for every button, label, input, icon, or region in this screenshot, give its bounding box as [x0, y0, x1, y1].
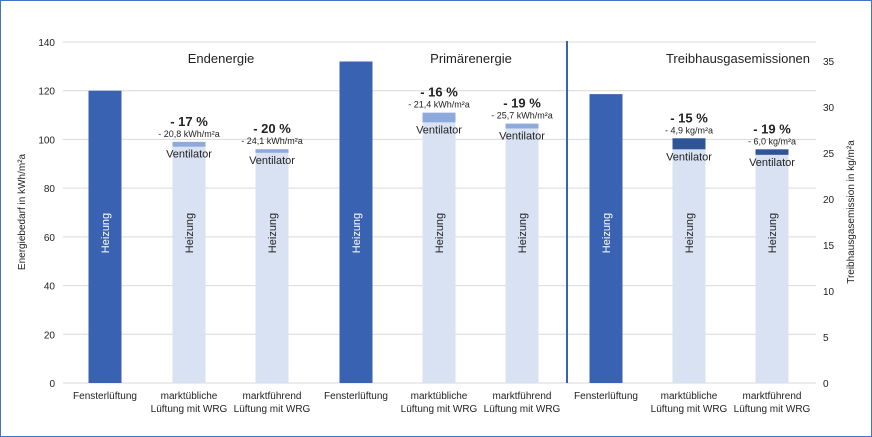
y2-tick-label: 15: [823, 241, 835, 252]
bar-heizung: [505, 128, 539, 383]
y-tick-label: 60: [44, 233, 56, 244]
segment-label-ventilator: Ventilator: [166, 149, 212, 161]
bar-heizung: [88, 90, 122, 383]
data-label-percent: - 17 %: [170, 114, 208, 129]
x-tick-label: Lüftung mit WRG: [151, 404, 228, 415]
data-label-delta: - 25,7 kWh/m²a: [491, 111, 553, 121]
segment-label-heizung: Heizung: [351, 213, 363, 253]
bar-heizung: [672, 149, 706, 383]
bar-ventilator: [255, 149, 289, 153]
bar-heizung: [255, 152, 289, 383]
x-tick-label: Lüftung mit WRG: [484, 404, 561, 415]
data-label-percent: - 20 %: [253, 121, 291, 136]
segment-label-heizung: Heizung: [184, 213, 196, 253]
x-tick-label: marktübliche: [411, 391, 468, 402]
bar-ventilator: [172, 141, 206, 147]
group-title: Primärenergie: [430, 51, 512, 66]
group-title: Treibhausgasemissionen: [666, 51, 810, 66]
y2-tick-label: 5: [823, 333, 829, 344]
y-tick-label: 80: [44, 184, 56, 195]
segment-label-heizung: Heizung: [100, 213, 112, 253]
x-tick-label: Fensterlüftung: [324, 391, 388, 402]
segment-label-heizung: Heizung: [601, 213, 613, 253]
data-label-delta: - 6,0 kg/m²a: [748, 136, 796, 146]
y-tick-label: 20: [44, 330, 56, 341]
x-tick-label: marktübliche: [661, 391, 718, 402]
group-title: Endenergie: [188, 51, 255, 66]
bar-ventilator: [672, 138, 706, 150]
data-label-delta: - 21,4 kWh/m²a: [408, 100, 470, 110]
y2-tick-label: 30: [823, 103, 835, 114]
data-label-delta: - 20,8 kWh/m²a: [158, 129, 220, 139]
x-tick-label: marktführend: [493, 391, 552, 402]
bar-ventilator: [505, 123, 539, 129]
y2-axis-label: Treibhausgasemission in kg/m²a: [846, 140, 857, 284]
data-label-percent: - 19 %: [503, 96, 541, 111]
y-tick-label: 40: [44, 282, 56, 293]
y-axis-label: Energiebedarf in kWh/m²a: [17, 153, 28, 270]
bar-ventilator: [422, 112, 456, 123]
segment-label-heizung: Heizung: [267, 213, 279, 253]
y-tick-label: 120: [38, 87, 55, 98]
segment-label-ventilator: Ventilator: [416, 124, 462, 136]
y-tick-label: 100: [38, 135, 55, 146]
segment-label-heizung: Heizung: [684, 213, 696, 253]
data-label-percent: - 19 %: [753, 121, 791, 136]
bar-heizung: [339, 61, 373, 383]
x-tick-label: Lüftung mit WRG: [401, 404, 478, 415]
bar-heizung: [589, 94, 623, 384]
y2-tick-label: 10: [823, 287, 835, 298]
y-tick-label: 0: [49, 379, 55, 390]
x-tick-label: Fensterlüftung: [574, 391, 638, 402]
y2-tick-label: 0: [823, 379, 829, 390]
data-label-percent: - 15 %: [670, 110, 708, 125]
data-label-delta: - 24,1 kWh/m²a: [241, 136, 303, 146]
segment-label-ventilator: Ventilator: [499, 130, 545, 142]
x-tick-label: marktführend: [743, 391, 802, 402]
segment-label-heizung: Heizung: [767, 213, 779, 253]
y2-tick-label: 20: [823, 195, 835, 206]
x-tick-label: marktführend: [243, 391, 302, 402]
x-tick-label: marktübliche: [161, 391, 218, 402]
bar-heizung: [172, 146, 206, 383]
bar-ventilator: [755, 149, 789, 155]
x-tick-label: Lüftung mit WRG: [734, 404, 811, 415]
bar-heizung: [755, 154, 789, 383]
segment-label-heizung: Heizung: [434, 213, 446, 253]
x-tick-label: Fensterlüftung: [73, 391, 137, 402]
bar-heizung: [422, 122, 456, 383]
y2-tick-label: 35: [823, 57, 835, 68]
segment-label-ventilator: Ventilator: [666, 151, 712, 163]
segment-label-ventilator: Ventilator: [249, 155, 295, 167]
data-label-percent: - 16 %: [420, 85, 458, 100]
y2-tick-label: 25: [823, 149, 835, 160]
data-label-delta: - 4,9 kg/m²a: [665, 125, 713, 135]
segment-label-heizung: Heizung: [517, 213, 529, 253]
x-tick-label: Lüftung mit WRG: [234, 404, 311, 415]
x-tick-label: Lüftung mit WRG: [651, 404, 728, 415]
segment-label-ventilator: Ventilator: [749, 157, 795, 169]
y-tick-label: 140: [38, 38, 55, 49]
